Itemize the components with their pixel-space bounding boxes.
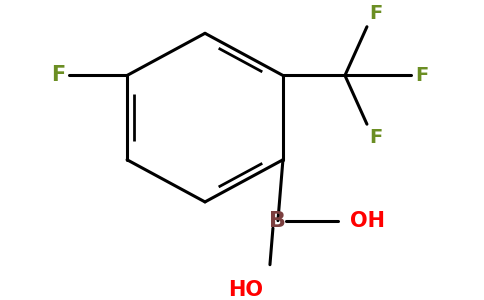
Text: F: F (369, 128, 382, 147)
Text: F: F (369, 4, 382, 23)
Text: F: F (51, 65, 65, 86)
Text: F: F (415, 66, 428, 85)
Text: OH: OH (350, 211, 385, 231)
Text: B: B (270, 211, 287, 231)
Text: HO: HO (228, 280, 263, 300)
